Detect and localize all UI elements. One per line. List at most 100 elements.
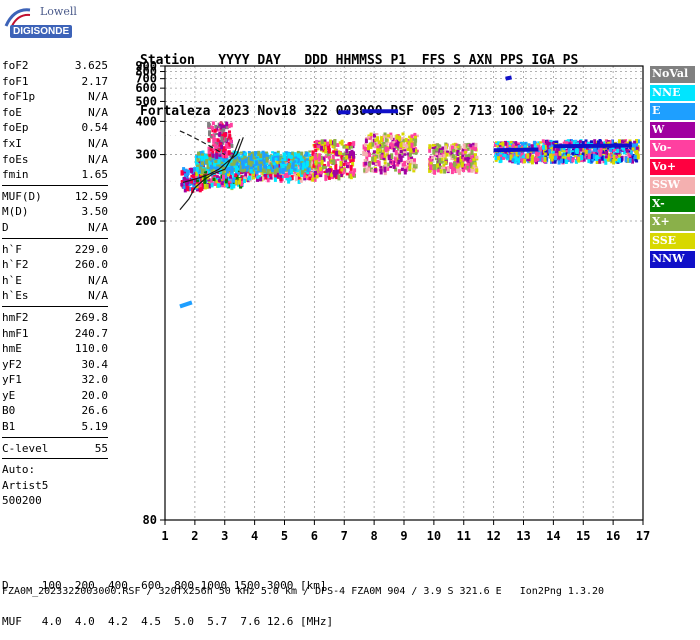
echo-mark: [225, 150, 229, 156]
echo-mark: [254, 151, 258, 156]
echo-mark: [305, 160, 309, 166]
echo-mark: [288, 169, 292, 175]
echo-mark: [600, 151, 604, 154]
echo-mark: [216, 155, 220, 162]
echo-mark: [436, 144, 440, 150]
echo-mark: [396, 152, 400, 157]
echo-mark: [224, 162, 228, 166]
echo-mark: [196, 166, 200, 171]
echo-mark: [561, 157, 565, 161]
echo-mark: [259, 162, 263, 169]
echo-mark: [592, 144, 596, 149]
echo-mark: [284, 168, 288, 173]
echo-mark: [623, 148, 627, 154]
echo-mark: [200, 171, 204, 175]
echo-mark: [500, 149, 504, 152]
echo-mark: [220, 156, 224, 161]
echo-mark: [580, 153, 584, 159]
echo-mark: [519, 153, 523, 159]
echo-mark: [549, 148, 553, 152]
echo-mark: [241, 167, 245, 171]
echo-mark: [604, 141, 608, 145]
trace-profile: [179, 138, 241, 211]
echo-mark: [239, 159, 243, 163]
echo-mark: [302, 168, 306, 171]
echo-mark: [534, 145, 538, 148]
echo-mark: [242, 159, 246, 163]
echo-mark: [407, 141, 411, 145]
echo-mark: [257, 165, 261, 171]
echo-mark: [244, 152, 247, 156]
echo-mark: [183, 168, 187, 175]
echo-mark: [215, 150, 219, 156]
param-value: N/A: [88, 273, 108, 287]
echo-mark: [208, 163, 212, 168]
echo-mark: [277, 158, 281, 161]
echo-mark: [636, 155, 640, 160]
echo-mark: [311, 176, 315, 182]
echo-mark: [221, 156, 225, 160]
echo-mark: [269, 160, 273, 165]
echo-mark: [262, 175, 266, 180]
echo-mark: [258, 166, 262, 169]
echo-mark: [327, 143, 331, 149]
echo-mark: [220, 169, 224, 176]
echo-mark: [503, 150, 507, 154]
echo-mark: [197, 163, 200, 166]
echo-mark: [261, 155, 265, 162]
echo-mark: [185, 171, 189, 176]
echo-mark: [409, 144, 413, 148]
echo-mark: [434, 146, 438, 150]
echo-mark: [540, 151, 544, 158]
echo-mark: [324, 174, 328, 181]
echo-mark: [246, 164, 250, 170]
echo-mark: [500, 151, 504, 157]
echo-mark: [289, 168, 293, 172]
echo-mark: [195, 155, 198, 161]
echo-mark: [444, 150, 448, 155]
echo-mark: [351, 144, 354, 149]
echo-mark: [203, 173, 207, 180]
echo-mark: [404, 167, 408, 172]
echo-mark: [271, 156, 275, 163]
echo-mark: [268, 168, 272, 171]
echo-mark: [527, 157, 531, 161]
echo-mark: [320, 169, 324, 174]
echo-mark: [218, 159, 222, 165]
echo-mark: [567, 139, 571, 146]
echo-mark: [552, 148, 556, 153]
echo-mark: [414, 148, 418, 153]
echo-mark: [429, 145, 433, 149]
echo-mark: [590, 143, 594, 149]
echo-mark: [196, 166, 199, 172]
echo-mark: [299, 159, 303, 165]
echo-mark: [207, 170, 211, 174]
echo-mark: [617, 144, 621, 150]
echo-mark: [610, 152, 613, 159]
echo-mark: [618, 141, 622, 146]
echo-mark: [537, 145, 541, 149]
echo-mark: [601, 150, 605, 153]
echo-mark: [494, 149, 498, 155]
echo-mark: [207, 153, 211, 160]
echo-mark: [281, 167, 285, 171]
echo-mark: [202, 164, 205, 169]
echo-mark: [528, 157, 532, 163]
echo-mark: [362, 161, 366, 167]
echo-mark: [565, 152, 569, 155]
echo-mark: [428, 144, 432, 150]
echo-mark: [312, 160, 316, 166]
echo-mark: [517, 149, 520, 154]
echo-mark: [204, 160, 208, 164]
echo-mark: [593, 139, 597, 145]
echo-mark: [263, 168, 267, 174]
echo-mark: [249, 153, 253, 159]
echo-mark: [574, 149, 578, 155]
echo-mark: [232, 174, 236, 181]
echo-mark: [201, 167, 205, 172]
echo-mark: [535, 146, 539, 150]
echo-mark: [475, 166, 478, 171]
echo-mark: [219, 159, 223, 163]
echo-mark: [231, 167, 235, 171]
echo-mark: [233, 165, 237, 169]
